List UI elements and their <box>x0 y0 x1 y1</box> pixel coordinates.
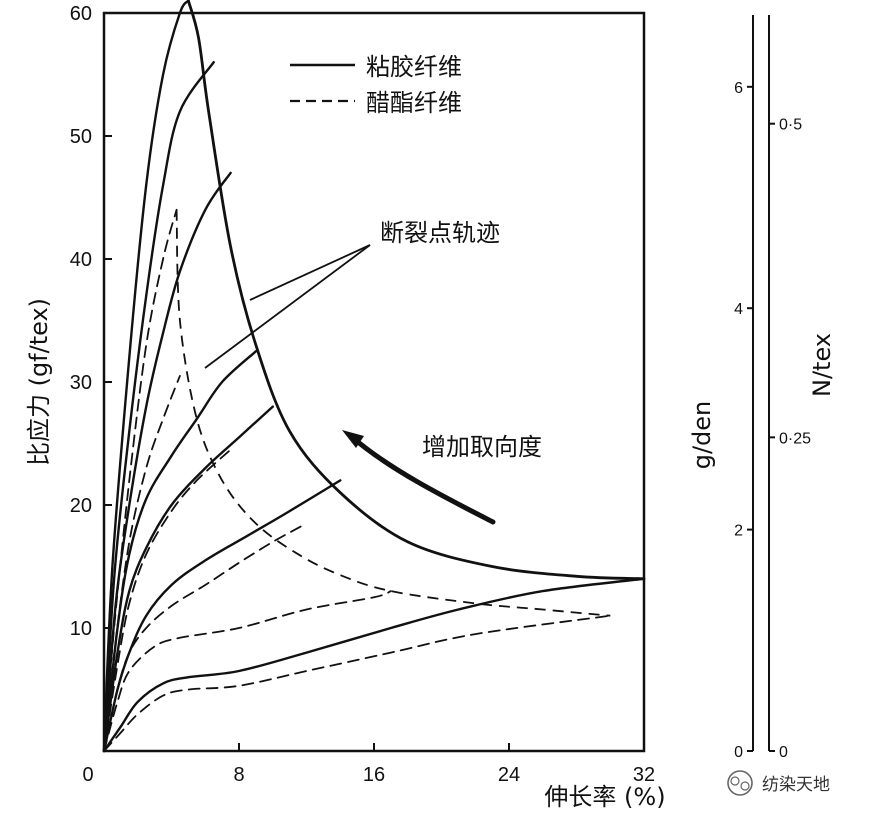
right-axis-ntex-title: N/tex <box>808 333 836 397</box>
annotation-orientation: 增加取向度 <box>422 433 542 461</box>
y-tick-label: 60 <box>70 3 92 25</box>
right-axis-gden-title: g/den <box>688 401 716 470</box>
series-line-acetate-11 <box>103 522 308 752</box>
series-line-viscose-3 <box>102 171 232 753</box>
right-axis-gden-tick-label: 0 <box>734 744 743 761</box>
series-layer <box>102 0 646 753</box>
series-line-viscose-7 <box>102 577 646 753</box>
series-line-acetate-13 <box>103 614 612 752</box>
watermark: 纺染天地 <box>727 770 830 796</box>
y-axis-title: 比应力 (gf/tex) <box>25 298 53 466</box>
orientation-arrow-head <box>342 430 364 448</box>
legend-label-viscose: 粘胶纤维 <box>366 53 462 81</box>
right-axis-ntex-ticks: 0 0·25 0·5 <box>769 117 811 761</box>
x-tick-label-origin: 0 <box>82 764 93 786</box>
watermark-icon-inner <box>730 776 740 786</box>
series-line-acetate-10 <box>103 448 232 752</box>
x-tick-label: 32 <box>633 764 655 786</box>
legend-label-acetate: 醋酯纤维 <box>366 89 462 117</box>
watermark-text: 纺染天地 <box>762 775 830 795</box>
break-locus-pointer-1 <box>249 244 371 301</box>
y-tick-label: 10 <box>70 618 92 640</box>
break-locus-acetate <box>175 209 611 617</box>
right-axis-gden-tick-label: 4 <box>734 301 743 318</box>
break-locus-pointer-2 <box>204 244 371 369</box>
y-tick-label: 20 <box>70 495 92 517</box>
y-tick-label: 50 <box>70 126 92 148</box>
orientation-arrow <box>349 434 496 525</box>
annotation-break-locus: 断裂点轨迹 <box>380 219 500 247</box>
x-tick-label: 24 <box>498 764 520 786</box>
series-line-acetate-9 <box>103 375 181 752</box>
watermark-icon <box>727 770 753 796</box>
series-line-viscose-5 <box>102 405 274 753</box>
watermark-icon-inner-2 <box>740 781 750 791</box>
series-line-viscose-2 <box>102 61 215 753</box>
x-tick-label: 16 <box>363 764 385 786</box>
right-axis-gden-tick-label: 2 <box>734 523 743 540</box>
break-locus-layer <box>175 0 646 617</box>
y-tick-label: 40 <box>70 249 92 271</box>
series-line-viscose-6 <box>102 479 342 753</box>
series-line-acetate-12 <box>103 590 392 752</box>
break-locus-viscose <box>187 0 646 581</box>
right-axis-gden-tick-label: 6 <box>734 80 743 97</box>
x-axis-ticks: 8 16 24 32 <box>233 743 655 786</box>
series-line-acetate-8 <box>103 208 178 752</box>
right-axis-ntex-tick-label: 0·25 <box>779 430 811 447</box>
right-axis-ntex-tick-label: 0 <box>779 744 788 761</box>
right-axis-gden-ticks: 0 2 4 6 <box>734 80 753 761</box>
right-axis-ntex-tick-label: 0·5 <box>779 117 802 134</box>
series-line-viscose-1 <box>102 0 190 753</box>
y-axis-ticks: 0 10 20 30 40 50 60 <box>70 3 112 786</box>
y-tick-label: 30 <box>70 372 92 394</box>
x-tick-label: 8 <box>233 764 244 786</box>
plot-frame <box>102 11 646 753</box>
x-axis-title: 伸长率 (%) <box>544 783 665 811</box>
